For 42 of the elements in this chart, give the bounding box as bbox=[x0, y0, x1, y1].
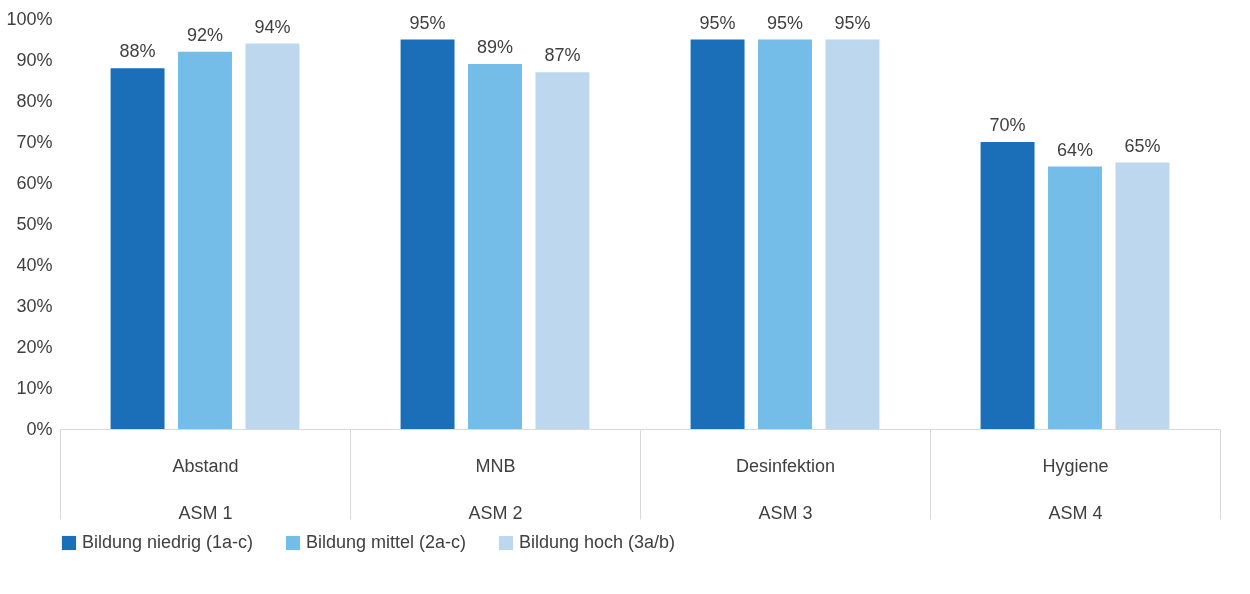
data-label: 95% bbox=[409, 12, 446, 33]
bar bbox=[758, 39, 812, 429]
bar bbox=[1048, 166, 1102, 429]
bar bbox=[690, 39, 745, 429]
y-tick-label: 100% bbox=[6, 8, 53, 29]
category-label: MNB ASM 2 bbox=[468, 455, 523, 523]
legend-label: Bildung hoch (3a/b) bbox=[519, 532, 676, 552]
bar bbox=[468, 64, 522, 429]
y-tick-label: 30% bbox=[16, 295, 53, 316]
data-label: 65% bbox=[1124, 135, 1161, 156]
y-tick-label: 0% bbox=[26, 418, 53, 439]
bar bbox=[245, 43, 300, 429]
data-label: 88% bbox=[119, 41, 156, 62]
bar bbox=[400, 39, 455, 429]
bar bbox=[825, 39, 880, 429]
bar bbox=[1115, 162, 1170, 429]
bar bbox=[178, 51, 232, 429]
y-tick-label: 60% bbox=[16, 172, 53, 193]
data-label: 70% bbox=[989, 115, 1026, 135]
y-tick-label: 70% bbox=[16, 131, 53, 152]
y-tick-label: 40% bbox=[16, 254, 53, 275]
category-label: Hygiene ASM 4 bbox=[1042, 455, 1109, 523]
legend-label: Bildung mittel (2a-c) bbox=[306, 532, 467, 552]
data-label: 64% bbox=[1056, 139, 1094, 160]
category-label: Abstand ASM 1 bbox=[172, 455, 239, 523]
data-label: 92% bbox=[186, 24, 224, 45]
bar bbox=[535, 72, 590, 429]
bar bbox=[980, 142, 1035, 429]
y-tick-label: 50% bbox=[16, 213, 53, 234]
y-tick-label: 10% bbox=[16, 377, 53, 398]
data-label: 95% bbox=[766, 12, 804, 33]
legend-label: Bildung niedrig (1a-c) bbox=[82, 532, 254, 552]
data-label: 89% bbox=[476, 37, 514, 58]
y-tick-label: 80% bbox=[16, 90, 53, 111]
data-label: 95% bbox=[699, 12, 736, 33]
category-label: Desinfektion ASM 3 bbox=[735, 455, 836, 523]
y-tick-label: 20% bbox=[16, 336, 53, 357]
y-tick-label: 90% bbox=[16, 49, 53, 70]
bar bbox=[110, 68, 165, 429]
data-label: 94% bbox=[254, 16, 291, 37]
data-label: 95% bbox=[834, 12, 871, 33]
data-label: 87% bbox=[544, 45, 581, 66]
